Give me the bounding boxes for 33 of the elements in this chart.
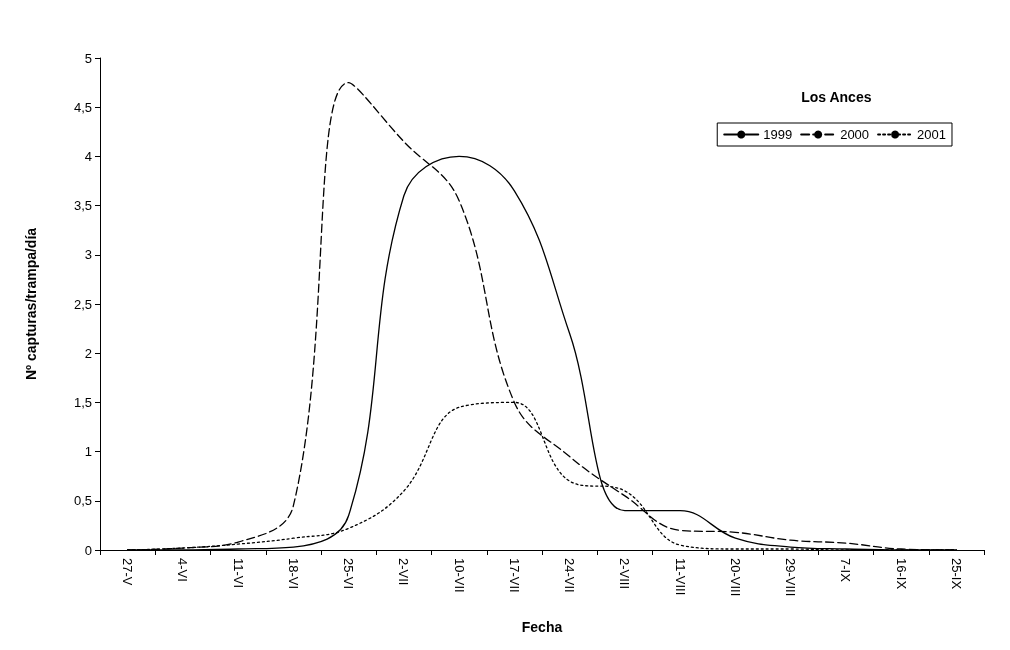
x-tick-label: 7-IX [838,558,854,583]
x-tick-label: 2-VII [396,558,412,586]
y-tick-label: 0 [84,542,92,558]
x-axis-title: Fecha [521,619,563,635]
x-tick-label: 18-VI [285,558,301,590]
x-tick-label: 17-VII [506,558,522,593]
y-tick-label: 2,5 [73,296,92,312]
y-tick-label: 1 [84,444,92,460]
x-tick-label: 16-IX [893,558,909,590]
x-tick-label: 29-VIII [783,558,799,597]
y-tick-label: 4 [84,148,92,164]
x-tick-label: 25-VI [341,558,357,590]
x-tick-label: 11-VI [230,558,246,589]
y-tick-label: 1,5 [73,394,92,410]
legend-label: 1999 [763,127,793,142]
x-tick-label: 20-VIII [727,558,743,597]
x-tick-label: 2-VIII [617,558,633,590]
y-tick-label: 5 [84,50,92,66]
x-tick-label: 27-V [120,558,136,586]
y-tick-label: 3 [84,247,92,263]
y-tick-label: 0,5 [73,493,92,509]
legend-label: 2001 [917,127,946,142]
x-tick-label: 4-VI [175,558,191,582]
x-tick-label: 11-VIII [672,558,688,596]
y-tick-label: 2 [84,345,92,361]
y-tick-label: 3,5 [73,198,92,214]
legend-title: Los Ances [801,89,872,105]
legend-label: 2000 [840,127,870,142]
y-axis-title: Nº capturas/trampa/día [23,227,39,381]
y-tick-label: 4,5 [73,99,92,115]
x-tick-label: 24-VII [562,558,578,593]
x-tick-label: 25-IX [948,558,964,590]
x-tick-label: 10-VII [451,558,467,593]
